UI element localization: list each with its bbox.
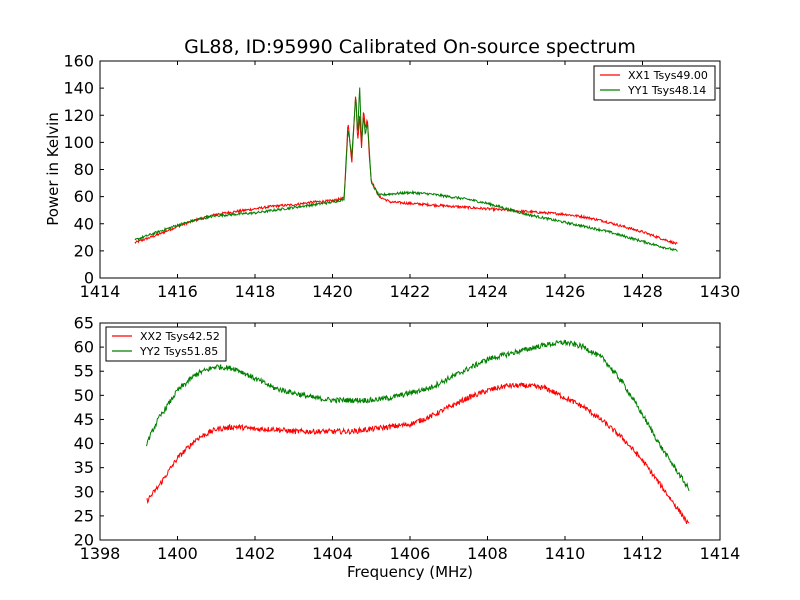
legend-entry: XX1 Tsys49.00 <box>628 69 708 82</box>
y-tick-label: 60 <box>74 187 94 206</box>
legend-entry: XX2 Tsys42.52 <box>140 330 220 343</box>
x-tick-label: 1410 <box>545 544 586 563</box>
series-line-1-2 <box>134 87 678 252</box>
x-tick-label: 1414 <box>80 282 121 301</box>
top-plot: 1414 1416 1418 1420 1422 1424 1426 1428 1430 0 20 4… <box>63 52 740 302</box>
y-tick-label: 20 <box>74 241 94 260</box>
x-tick-label: 1426 <box>545 282 586 301</box>
x-tick-label: 1424 <box>467 282 508 301</box>
y-tick-label: 50 <box>74 386 94 405</box>
legend-entry: YY1 Tsys48.14 <box>627 84 706 97</box>
x-tick-label: 1428 <box>622 282 663 301</box>
x-tick-label: 1416 <box>157 282 198 301</box>
bottom-x-axis-label: Frequency (MHz) <box>347 563 473 581</box>
chart-title: GL88, ID:95990 Calibrated On-source spec… <box>184 36 636 58</box>
y-tick-label: 140 <box>63 79 94 98</box>
y-tick-label: 60 <box>74 338 94 357</box>
y-tick-label: 65 <box>74 314 94 333</box>
x-tick-label: 1402 <box>235 544 276 563</box>
legend: XX1 Tsys49.00 YY1 Tsys48.14 <box>593 65 716 101</box>
y-tick-label: 45 <box>74 410 94 429</box>
y-tick-label: 0 <box>84 269 94 288</box>
y-tick-label: 40 <box>74 434 94 453</box>
series-line-2-2 <box>146 339 690 492</box>
x-tick-label: 1400 <box>157 544 198 563</box>
x-tick-label: 1414 <box>700 544 741 563</box>
legend: XX2 Tsys42.52 YY2 Tsys51.85 <box>105 326 227 362</box>
y-tick-label: 80 <box>74 160 94 179</box>
series-line-2-1 <box>146 382 690 525</box>
y-tick-label: 120 <box>63 106 94 125</box>
y-tick-label: 55 <box>74 362 94 381</box>
legend-box <box>105 326 227 362</box>
legend-box <box>593 65 716 101</box>
y-tick-label: 25 <box>74 506 94 525</box>
x-tick-label: 1422 <box>390 282 431 301</box>
legend-entry: YY2 Tsys51.85 <box>139 345 218 358</box>
y-tick-label: 40 <box>74 214 94 233</box>
bottom-plot: 1398 1400 1402 1404 1406 1408 1410 1412 1414 20 25… <box>74 314 741 564</box>
series-line-1-1 <box>134 96 678 245</box>
x-tick-label: 1404 <box>312 544 353 563</box>
y-tick-label: 30 <box>74 482 94 501</box>
x-tick-label: 1420 <box>312 282 353 301</box>
y-tick-label: 160 <box>63 52 94 71</box>
x-tick-label: 1408 <box>467 544 508 563</box>
y-tick-label: 100 <box>63 133 94 152</box>
x-tick-label: 1412 <box>622 544 663 563</box>
top-y-axis-label: Power in Kelvin <box>44 112 62 226</box>
y-tick-label: 35 <box>74 458 94 477</box>
x-tick-label: 1418 <box>235 282 276 301</box>
x-tick-label: 1406 <box>390 544 431 563</box>
y-tick-label: 20 <box>74 531 94 550</box>
x-tick-label: 1398 <box>80 544 121 563</box>
x-tick-label: 1430 <box>700 282 741 301</box>
